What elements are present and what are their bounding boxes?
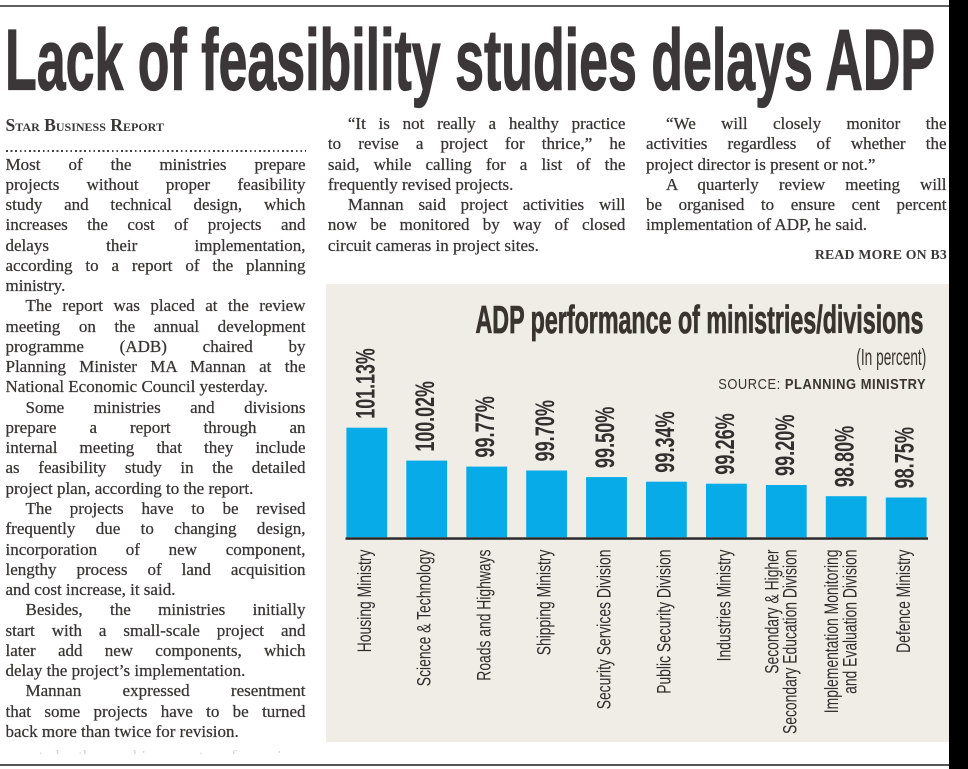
svg-text:Public Security Division: Public Security Division	[654, 550, 675, 694]
svg-text:Roads and Highways: Roads and Highways	[475, 550, 496, 681]
svg-text:SOURCE: PLANNING MINISTRY: SOURCE: PLANNING MINISTRY	[718, 377, 926, 393]
svg-text:Defence Ministry: Defence Ministry	[894, 549, 915, 653]
svg-text:99.77%: 99.77%	[470, 396, 500, 458]
svg-text:Implementation Monitoring: Implementation Monitoring	[822, 550, 843, 714]
svg-text:Secondary Education Division: Secondary Education Division	[781, 550, 802, 735]
svg-text:Lack of feasibility studies de: Lack of feasibility studies delays ADP	[5, 13, 935, 109]
svg-text:Science & Technology: Science & Technology	[415, 549, 436, 686]
svg-text:98.80%: 98.80%	[830, 426, 860, 488]
svg-text:Secondary & Higher: Secondary & Higher	[762, 549, 783, 674]
svg-text:99.26%: 99.26%	[710, 413, 740, 475]
svg-text:99.70%: 99.70%	[530, 400, 560, 462]
svg-text:Security Services Division: Security Services Division	[595, 550, 616, 710]
svg-text:Industries Ministry: Industries Ministry	[714, 549, 735, 661]
svg-text:99.20%: 99.20%	[770, 415, 800, 477]
svg-text:(In percent): (In percent)	[856, 344, 926, 370]
svg-text:99.50%: 99.50%	[590, 407, 620, 469]
svg-text:ADP performance of ministries/: ADP performance of ministries/divisions	[476, 299, 924, 342]
svg-text:100.02%: 100.02%	[410, 381, 440, 452]
svg-text:98.75%: 98.75%	[890, 427, 920, 489]
svg-text:Housing Ministry: Housing Ministry	[355, 549, 376, 652]
svg-text:and Evaluation Division: and Evaluation Division	[841, 550, 862, 694]
svg-text:101.13%: 101.13%	[350, 348, 380, 419]
svg-text:Shipping Ministry: Shipping Ministry	[535, 549, 556, 655]
svg-text:99.34%: 99.34%	[650, 411, 680, 473]
